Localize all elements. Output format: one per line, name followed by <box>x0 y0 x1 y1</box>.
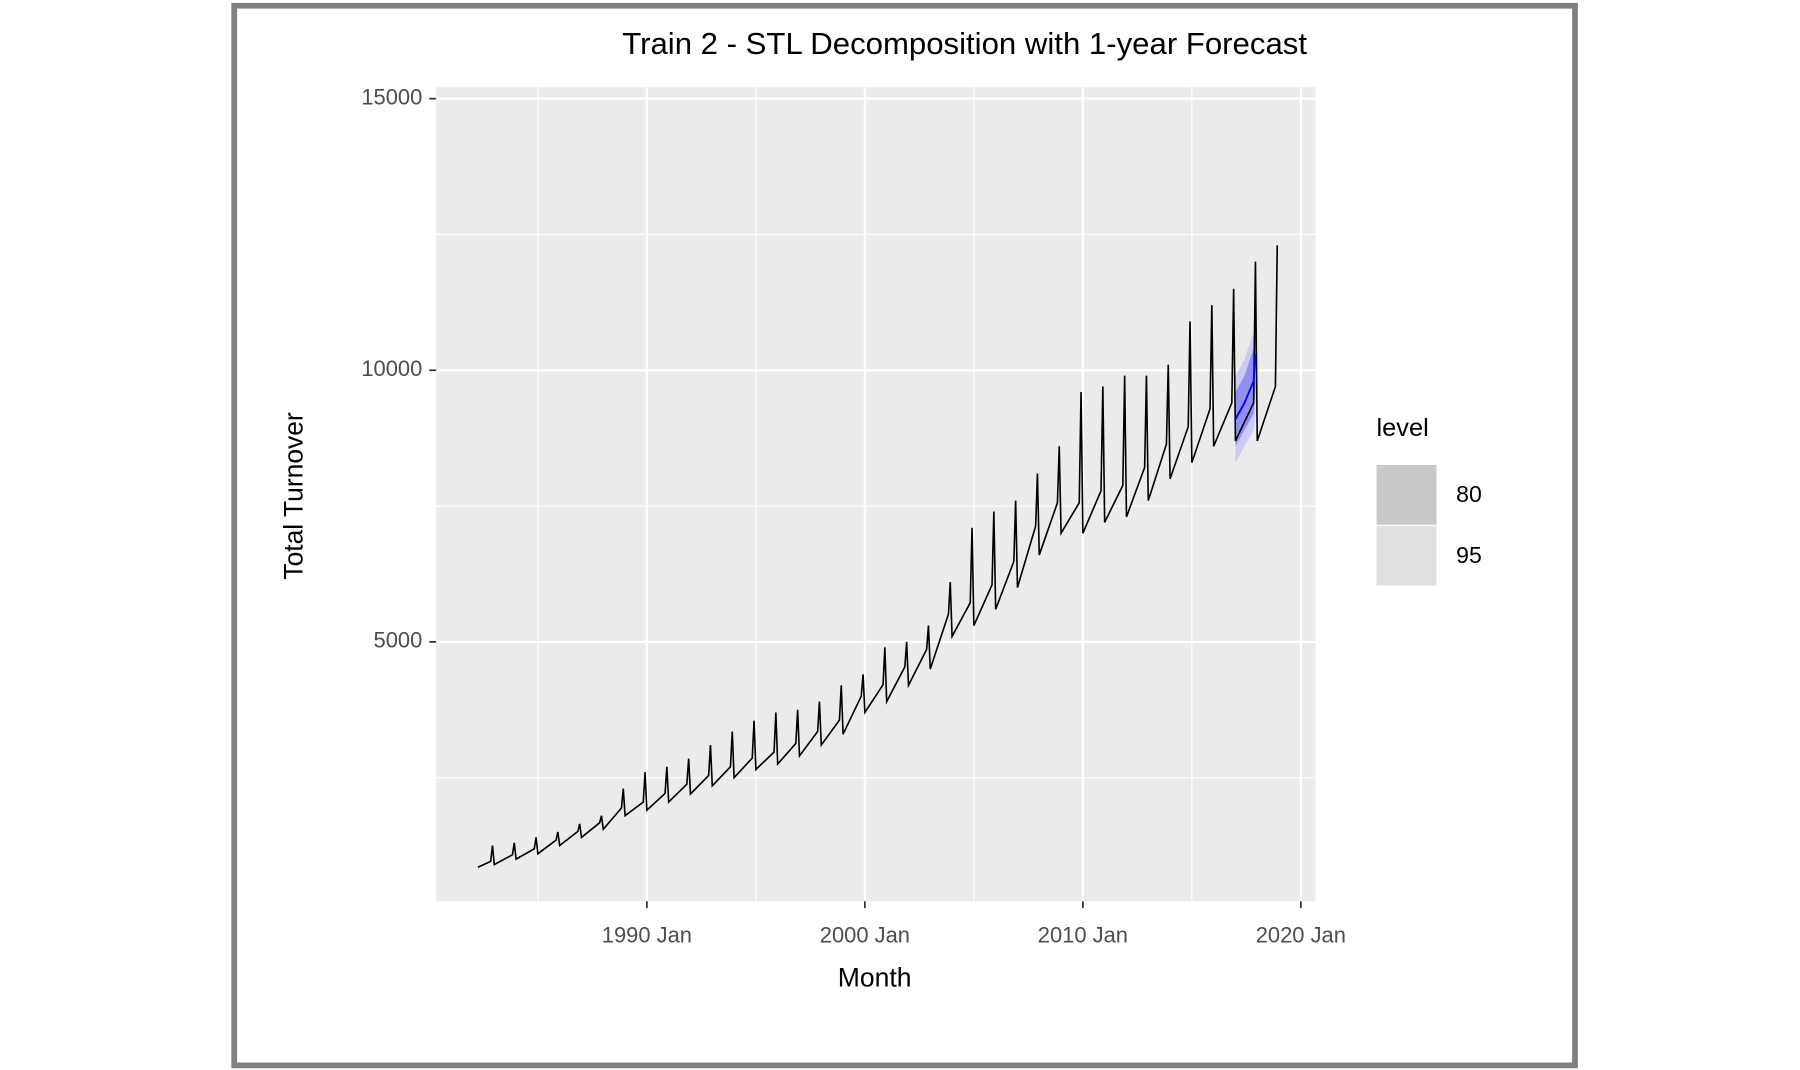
legend-label: 95 <box>1456 542 1482 568</box>
legend-title: level <box>1377 414 1429 442</box>
y-tick-label: 15000 <box>361 84 422 109</box>
forecast-line <box>1234 353 1257 420</box>
y-tick-label: 5000 <box>374 628 423 653</box>
chart-title: Train 2 - STL Decomposition with 1-year … <box>622 26 1307 61</box>
legend-label: 80 <box>1456 481 1482 507</box>
x-tick-label: 1990 Jan <box>602 923 692 948</box>
forecast-interval <box>1235 315 1256 447</box>
y-axis-label: Total Turnover <box>278 412 308 579</box>
grid <box>436 87 1316 902</box>
panel <box>436 87 1316 902</box>
x-tick-label: 2010 Jan <box>1038 923 1128 948</box>
marks <box>477 245 1279 869</box>
actual-line <box>477 245 1279 869</box>
x-tick-label: 2020 Jan <box>1256 923 1346 948</box>
x-tick-label: 2000 Jan <box>820 923 910 948</box>
x-axis-label: Month <box>838 962 912 992</box>
legend-key <box>1376 464 1437 525</box>
y-tick-label: 10000 <box>361 356 422 381</box>
legend-key <box>1376 525 1437 586</box>
